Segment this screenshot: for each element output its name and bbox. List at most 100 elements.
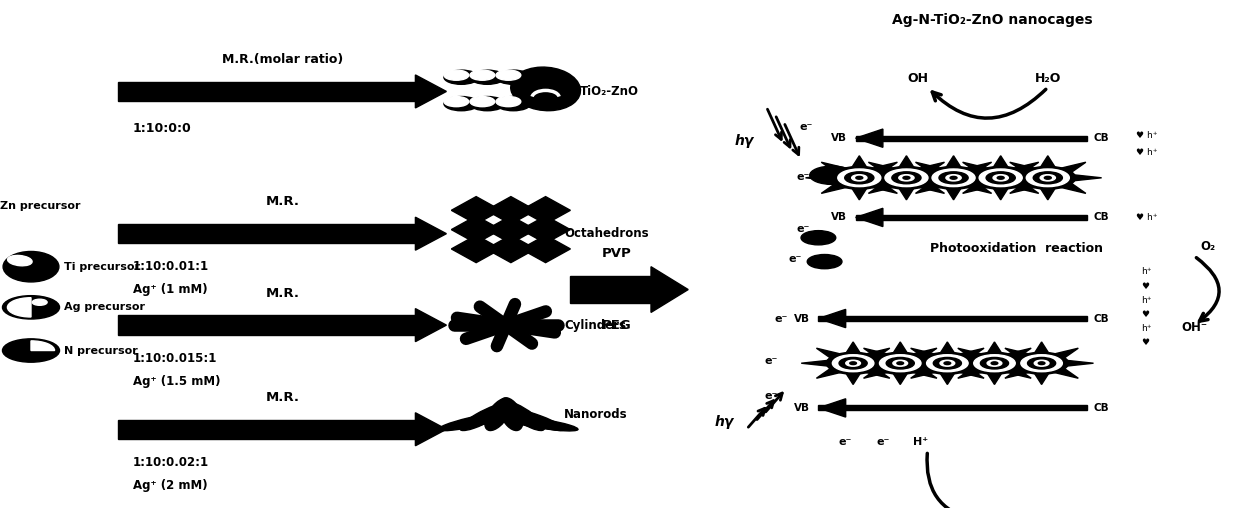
Circle shape: [991, 362, 998, 365]
Polygon shape: [910, 348, 939, 360]
Text: M.R.: M.R.: [265, 391, 300, 404]
Polygon shape: [1061, 360, 1094, 367]
Polygon shape: [451, 216, 501, 243]
Circle shape: [801, 231, 836, 245]
Circle shape: [934, 358, 961, 369]
Polygon shape: [1033, 371, 1050, 385]
Polygon shape: [853, 174, 885, 181]
Text: VB: VB: [831, 212, 847, 223]
Polygon shape: [848, 360, 880, 367]
Circle shape: [849, 362, 857, 365]
Circle shape: [920, 352, 975, 374]
Polygon shape: [898, 186, 915, 200]
Text: CB: CB: [1094, 313, 1110, 324]
Circle shape: [986, 172, 1016, 184]
Circle shape: [444, 70, 479, 84]
Circle shape: [892, 172, 921, 184]
Polygon shape: [942, 360, 975, 367]
Text: VB: VB: [794, 313, 810, 324]
Text: 1:10:0:0: 1:10:0:0: [133, 122, 191, 135]
Polygon shape: [856, 129, 883, 147]
Polygon shape: [957, 367, 986, 378]
Text: Ag precursor: Ag precursor: [64, 302, 145, 312]
Circle shape: [897, 362, 904, 365]
Polygon shape: [1033, 342, 1050, 355]
Ellipse shape: [503, 416, 578, 431]
Text: ♥ h⁺: ♥ h⁺: [1136, 213, 1157, 222]
Polygon shape: [1004, 367, 1033, 378]
Polygon shape: [898, 156, 915, 169]
Polygon shape: [915, 162, 945, 174]
Polygon shape: [863, 348, 892, 360]
Bar: [856, 136, 1087, 141]
Polygon shape: [862, 367, 890, 378]
Circle shape: [496, 70, 521, 80]
Polygon shape: [844, 371, 862, 385]
Polygon shape: [915, 181, 945, 194]
Polygon shape: [880, 174, 913, 181]
Circle shape: [967, 352, 1022, 374]
Polygon shape: [1022, 174, 1054, 181]
Polygon shape: [806, 174, 838, 181]
Polygon shape: [962, 181, 992, 194]
Polygon shape: [1014, 360, 1047, 367]
Polygon shape: [1056, 162, 1086, 174]
Polygon shape: [915, 162, 945, 174]
Polygon shape: [986, 342, 1003, 355]
Text: Ag⁺ (1.5 mM): Ag⁺ (1.5 mM): [133, 375, 221, 388]
Polygon shape: [821, 162, 851, 174]
Polygon shape: [868, 181, 898, 194]
Bar: [856, 215, 1087, 220]
Circle shape: [470, 97, 505, 111]
Circle shape: [826, 352, 880, 374]
Polygon shape: [962, 162, 992, 174]
Circle shape: [973, 355, 1016, 372]
Bar: [118, 224, 415, 243]
Polygon shape: [1003, 348, 1032, 360]
Circle shape: [838, 169, 880, 186]
Circle shape: [973, 167, 1028, 189]
Polygon shape: [895, 360, 928, 367]
Polygon shape: [1009, 162, 1039, 174]
Circle shape: [980, 169, 1022, 186]
Circle shape: [496, 70, 531, 84]
Bar: [818, 316, 1087, 321]
Polygon shape: [415, 217, 446, 250]
Polygon shape: [956, 367, 985, 378]
Text: H₂O: H₂O: [1034, 72, 1061, 85]
Polygon shape: [1003, 367, 1032, 378]
Wedge shape: [31, 341, 55, 351]
Ellipse shape: [511, 67, 580, 111]
Polygon shape: [1009, 162, 1039, 174]
Polygon shape: [957, 348, 986, 360]
Ellipse shape: [502, 401, 544, 430]
Polygon shape: [1009, 181, 1039, 194]
Ellipse shape: [7, 256, 32, 266]
Polygon shape: [801, 360, 833, 367]
Text: Zn precursor: Zn precursor: [0, 201, 81, 211]
Ellipse shape: [485, 398, 511, 430]
Circle shape: [885, 169, 928, 186]
Polygon shape: [1009, 181, 1039, 194]
Text: CB: CB: [1094, 403, 1110, 413]
Polygon shape: [1069, 174, 1101, 181]
Circle shape: [496, 97, 521, 107]
Polygon shape: [818, 309, 846, 328]
Circle shape: [1014, 352, 1069, 374]
Polygon shape: [451, 197, 501, 224]
Text: PVP: PVP: [603, 247, 631, 260]
Text: VB: VB: [831, 133, 847, 143]
Polygon shape: [910, 367, 939, 378]
Circle shape: [2, 296, 60, 319]
Polygon shape: [994, 174, 1027, 181]
Polygon shape: [915, 181, 945, 194]
Circle shape: [993, 175, 1008, 181]
Polygon shape: [521, 235, 570, 263]
Circle shape: [832, 167, 887, 189]
Text: M.R.: M.R.: [265, 195, 300, 208]
Text: e⁻: e⁻: [877, 437, 889, 447]
Text: 1:10:0.01:1: 1:10:0.01:1: [133, 260, 208, 273]
Polygon shape: [939, 342, 956, 355]
Text: M.R.: M.R.: [265, 287, 300, 300]
Polygon shape: [945, 186, 962, 200]
